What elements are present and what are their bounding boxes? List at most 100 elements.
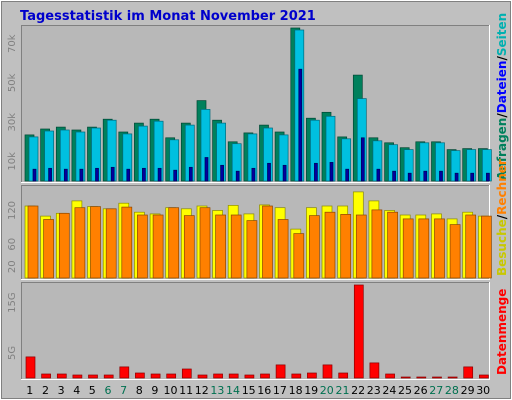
- bar-datenmenge-day-22: [353, 284, 364, 379]
- x-tick-label-day-4: 4: [73, 384, 80, 397]
- bar-rechner-day-4: [74, 207, 86, 279]
- y-tick-label-visits-0: 20: [7, 260, 18, 273]
- x-tick-label-day-19: 19: [304, 384, 318, 397]
- bar-rechner-day-1: [27, 205, 39, 279]
- bar-datenmenge-day-5: [88, 374, 98, 379]
- y-tick-label-requests-0: 10k: [7, 152, 18, 171]
- bar-seiten-day-20: [329, 162, 334, 182]
- bar-rechner-day-25: [402, 218, 414, 279]
- x-tick-label-day-26: 26: [414, 384, 428, 397]
- bar-datenmenge-day-13: [213, 373, 223, 379]
- bar-datenmenge-day-16: [260, 373, 270, 379]
- bar-seiten-day-22: [360, 137, 365, 182]
- bar-datenmenge-day-2: [41, 373, 51, 379]
- bar-rechner-day-14: [230, 214, 242, 279]
- bar-seiten-day-28: [454, 172, 459, 182]
- legend-requests-files-pages: Anfragen/Dateien/Seiten: [495, 13, 509, 180]
- bar-datenmenge-day-9: [150, 373, 161, 379]
- bar-datenmenge-day-4: [72, 374, 83, 379]
- y-tick-label-visits-1: 60: [7, 238, 18, 251]
- legend-visits-sites: Besuche/Rechner: [495, 159, 509, 276]
- bar-datenmenge-day-25: [400, 376, 411, 379]
- bar-datenmenge-day-12: [197, 374, 208, 379]
- x-tick-label-day-5: 5: [89, 384, 96, 397]
- bar-rechner-day-13: [215, 214, 226, 279]
- bar-datenmenge-day-28: [447, 376, 458, 379]
- bar-rechner-day-10: [168, 207, 180, 279]
- x-tick-label-day-8: 8: [136, 384, 143, 397]
- bar-datenmenge-day-19: [307, 372, 317, 379]
- bar-rechner-day-3: [58, 212, 70, 279]
- bar-seiten-day-27: [439, 170, 443, 182]
- bar-datenmenge-day-1: [25, 356, 36, 379]
- bar-rechner-day-11: [183, 215, 195, 279]
- y-tick-label-requests-3: 70k: [7, 34, 18, 53]
- bar-seiten-day-21: [345, 168, 350, 182]
- panels: [21, 25, 490, 380]
- bar-datenmenge-day-3: [56, 373, 67, 379]
- x-tick-label-day-18: 18: [289, 384, 303, 397]
- bar-rechner-day-16: [262, 205, 273, 279]
- legend-visits-sites-part-2: Rechner: [495, 159, 509, 215]
- y-tick-label-requests-2: 50k: [7, 73, 18, 92]
- bar-rechner-day-9: [152, 214, 164, 279]
- x-tick-label-day-24: 24: [382, 384, 396, 397]
- x-tick-label-day-30: 30: [476, 384, 490, 397]
- bar-datenmenge-day-20: [322, 364, 333, 379]
- legend-requests-files-pages-part-4: Seiten: [495, 13, 509, 56]
- bar-rechner-day-7: [121, 206, 133, 279]
- bar-seiten-day-17: [282, 164, 287, 182]
- bar-seiten-day-16: [267, 162, 271, 182]
- bar-rechner-day-5: [90, 206, 101, 279]
- bar-seiten-day-26: [423, 170, 428, 182]
- bar-rechner-day-17: [277, 219, 289, 279]
- x-tick-label-day-15: 15: [242, 384, 256, 397]
- x-tick-label-day-14: 14: [226, 384, 240, 397]
- bar-rechner-day-15: [246, 220, 258, 279]
- bar-seiten-day-13: [220, 164, 224, 182]
- bar-datenmenge-day-26: [416, 376, 427, 379]
- bar-datenmenge-day-29: [463, 366, 474, 379]
- y-axis-labels: 10k 30k 50k 70k 20 60 120 5G 15G: [7, 34, 18, 360]
- x-tick-label-day-10: 10: [164, 384, 178, 397]
- x-tick-label-day-25: 25: [398, 384, 412, 397]
- legend-requests-files-pages-part-1: /: [495, 113, 509, 118]
- bar-datenmenge-day-11: [181, 368, 192, 379]
- x-tick-label-day-16: 16: [257, 384, 271, 397]
- bar-datenmenge-day-27: [432, 376, 442, 379]
- x-tick-label-day-17: 17: [273, 384, 287, 397]
- bar-datenmenge-day-30: [479, 374, 489, 379]
- bar-seiten-day-6: [110, 166, 115, 182]
- bar-rechner-day-19: [309, 215, 320, 279]
- legend-requests-files-pages-part-3: /: [495, 56, 509, 61]
- bar-rechner-day-26: [418, 218, 430, 279]
- bar-seiten-day-24: [392, 170, 396, 182]
- x-tick-label-day-28: 28: [445, 384, 459, 397]
- bar-seiten-day-7: [126, 168, 131, 182]
- bar-datenmenge-day-17: [275, 364, 286, 379]
- chart-title: Tagesstatistik im Monat November 2021: [20, 9, 316, 24]
- bar-seiten-day-11: [188, 166, 193, 182]
- x-tick-label-day-7: 7: [120, 384, 127, 397]
- legend-requests-files-pages-part-2: Dateien: [495, 61, 509, 114]
- bar-seiten-day-23: [376, 168, 381, 182]
- bar-datenmenge-day-6: [103, 374, 114, 379]
- bar-rechner-day-21: [340, 214, 352, 279]
- bar-rechner-day-6: [105, 208, 117, 279]
- bar-rechner-day-29: [465, 214, 477, 279]
- bar-seiten-day-3: [63, 168, 68, 182]
- bar-datenmenge-day-23: [369, 362, 380, 379]
- y-tick-label-visits-2: 120: [7, 201, 18, 220]
- bar-rechner-day-8: [137, 214, 148, 279]
- bar-datenmenge-day-18: [291, 373, 302, 379]
- bar-rechner-day-12: [199, 207, 211, 279]
- bar-seiten-day-1: [32, 168, 37, 182]
- bars: [24, 27, 492, 379]
- legend-visits-sites-part-0: Besuche: [495, 219, 509, 276]
- x-tick-label-day-27: 27: [429, 384, 443, 397]
- bar-datenmenge-day-15: [244, 374, 255, 379]
- x-tick-label-day-23: 23: [367, 384, 381, 397]
- bar-datenmenge-day-21: [338, 372, 349, 379]
